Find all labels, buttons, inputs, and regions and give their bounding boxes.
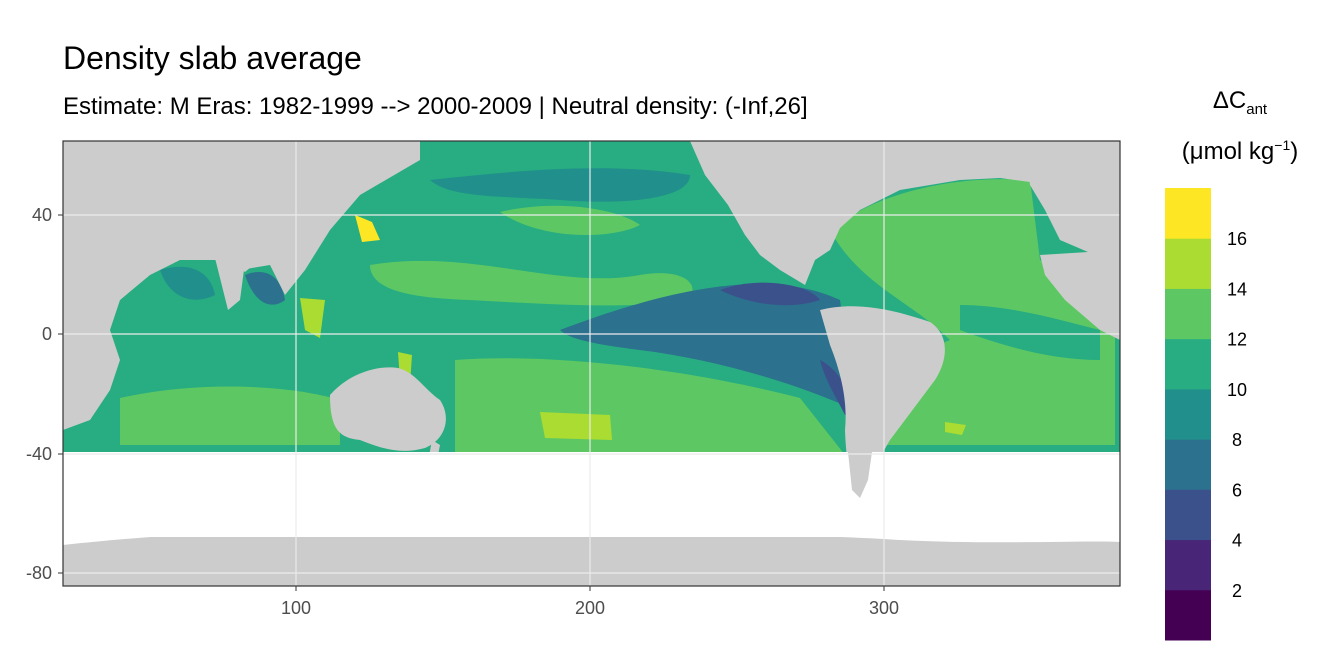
europe-land <box>1025 141 1120 255</box>
grid-lines <box>63 141 1120 586</box>
australia-land <box>330 367 446 451</box>
legend-swatch <box>1165 288 1211 340</box>
legend-unit-sup: −1 <box>1274 137 1291 153</box>
legend-break-label: 10 <box>1227 380 1247 400</box>
legend-unit-open: (μmol kg <box>1181 138 1275 165</box>
legend-swatch <box>1165 238 1211 289</box>
legend-break-label: 2 <box>1232 581 1242 601</box>
panel-border <box>62 140 1121 587</box>
legend-labels: 2 4 6 8 10 12 14 16 <box>1227 229 1247 601</box>
asia-fill <box>63 141 420 300</box>
antarctica-land <box>63 527 1120 586</box>
legend-title-main: ΔC <box>1212 87 1247 114</box>
x-tick-label: 100 <box>281 598 311 618</box>
y-tick-label: -40 <box>26 444 52 464</box>
south-pacific-maximum <box>540 412 612 440</box>
axes: 40 0 -40 -80 100 200 300 <box>26 205 899 618</box>
north-pacific-patch <box>500 205 640 235</box>
legend-title: ΔCant <box>1158 87 1322 118</box>
y-tick-label: 40 <box>32 205 52 225</box>
x-tick-label: 200 <box>575 598 605 618</box>
north-america-land <box>690 141 1120 285</box>
east-pacific-minimum <box>720 282 820 306</box>
chart-title: Density slab average <box>63 40 362 76</box>
no-data-zone <box>63 452 1120 537</box>
y-axis: 40 0 -40 -80 <box>26 205 63 583</box>
legend-swatch <box>1165 188 1211 239</box>
south-america-land <box>820 306 945 495</box>
legend-swatch <box>1165 338 1211 390</box>
x-tick-label: 300 <box>869 598 899 618</box>
legend-break-label: 6 <box>1232 480 1242 500</box>
atlantic-equatorial <box>960 305 1100 360</box>
land <box>63 141 1120 586</box>
south-indian-band <box>120 386 340 445</box>
legend-title-sub: ant <box>1246 100 1268 118</box>
legend-swatch <box>1165 589 1211 641</box>
legend-break-label: 12 <box>1227 330 1247 350</box>
legend-swatch <box>1165 388 1211 440</box>
legend-swatch <box>1165 489 1211 541</box>
legend-swatch <box>1165 539 1211 591</box>
north-pacific-band <box>370 260 693 306</box>
legend-break-label: 14 <box>1227 279 1247 299</box>
x-axis: 100 200 300 <box>281 586 899 618</box>
legend-unit-close: ) <box>1290 138 1299 165</box>
legend-break-label: 16 <box>1227 229 1247 249</box>
map-panel <box>63 141 1120 586</box>
sea-of-japan-max <box>355 215 380 242</box>
bay-of-bengal <box>245 271 285 305</box>
legend-colorbar <box>1165 188 1211 641</box>
arabian-sea <box>160 266 215 300</box>
patagonia-tip <box>848 452 872 498</box>
legend-swatch <box>1165 439 1211 490</box>
argentine-max <box>945 422 966 435</box>
legend-break-label: 8 <box>1232 430 1242 450</box>
indonesia-max <box>300 298 325 338</box>
legend-break-label: 4 <box>1232 531 1242 551</box>
legend-unit: (μmol kg−1) <box>1158 137 1322 166</box>
y-tick-label: -80 <box>26 563 52 583</box>
east-tropical-pacific <box>560 284 855 410</box>
chart-subtitle: Estimate: M Eras: 1982-1999 --> 2000-200… <box>63 93 808 120</box>
indian-subcontinent <box>215 258 245 310</box>
y-tick-label: 0 <box>42 324 52 344</box>
africa-east <box>1040 250 1120 340</box>
north-pacific-gyre <box>430 168 690 202</box>
